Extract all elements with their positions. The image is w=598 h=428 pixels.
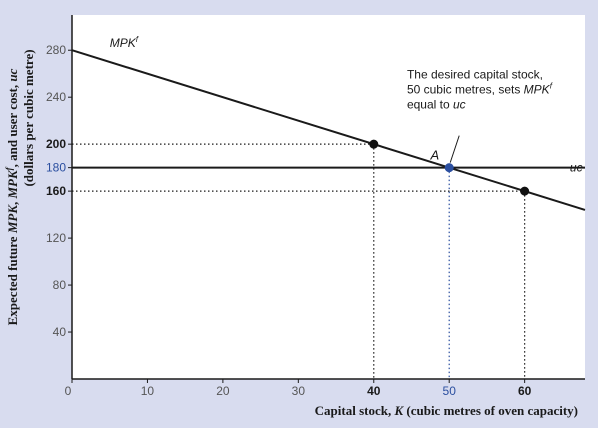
x-tick-label-10: 10 [141,384,155,398]
x-tick-label-60: 60 [518,384,532,398]
y-tick-label-240: 240 [46,90,66,104]
mpk-f-line [71,49,586,211]
y-tick-label-120: 120 [46,231,66,245]
x-tick-label-0: 0 [65,384,72,398]
plot-area [72,15,585,379]
annotation-line-3: equal to uc [407,97,466,111]
y-axis-title-line-2: (dollars per cubic metre) [21,49,36,186]
point-label-a: A [430,148,440,163]
data-point-40 [369,139,379,149]
y-tick-label-200: 200 [46,137,66,151]
y-tick-label-160: 160 [46,184,66,198]
y-tick-label-280: 280 [46,43,66,57]
series-label-uc: uc [570,161,583,175]
annotation-line-2: 50 cubic metres, sets MPKf [407,81,553,96]
x-tick-label-50: 50 [443,384,457,398]
y-tick-label-180: 180 [46,161,66,175]
data-point-60 [520,186,530,196]
annotation-leader-line [449,135,460,163]
x-axis-title: Capital stock, K (cubic metres of oven c… [315,403,578,418]
data-point-50 [444,163,454,173]
annotation-line-1: The desired capital stock, [407,67,543,81]
y-tick-label-40: 40 [53,325,67,339]
x-tick-label-40: 40 [367,384,381,398]
x-tick-label-30: 30 [292,384,306,398]
y-tick-label-80: 80 [53,278,67,292]
x-tick-label-20: 20 [216,384,230,398]
series-label-mpk-f: MPKf [110,35,139,50]
y-axis-title-line-1: Expected future MPK, MPKf, and user cost… [4,68,20,325]
